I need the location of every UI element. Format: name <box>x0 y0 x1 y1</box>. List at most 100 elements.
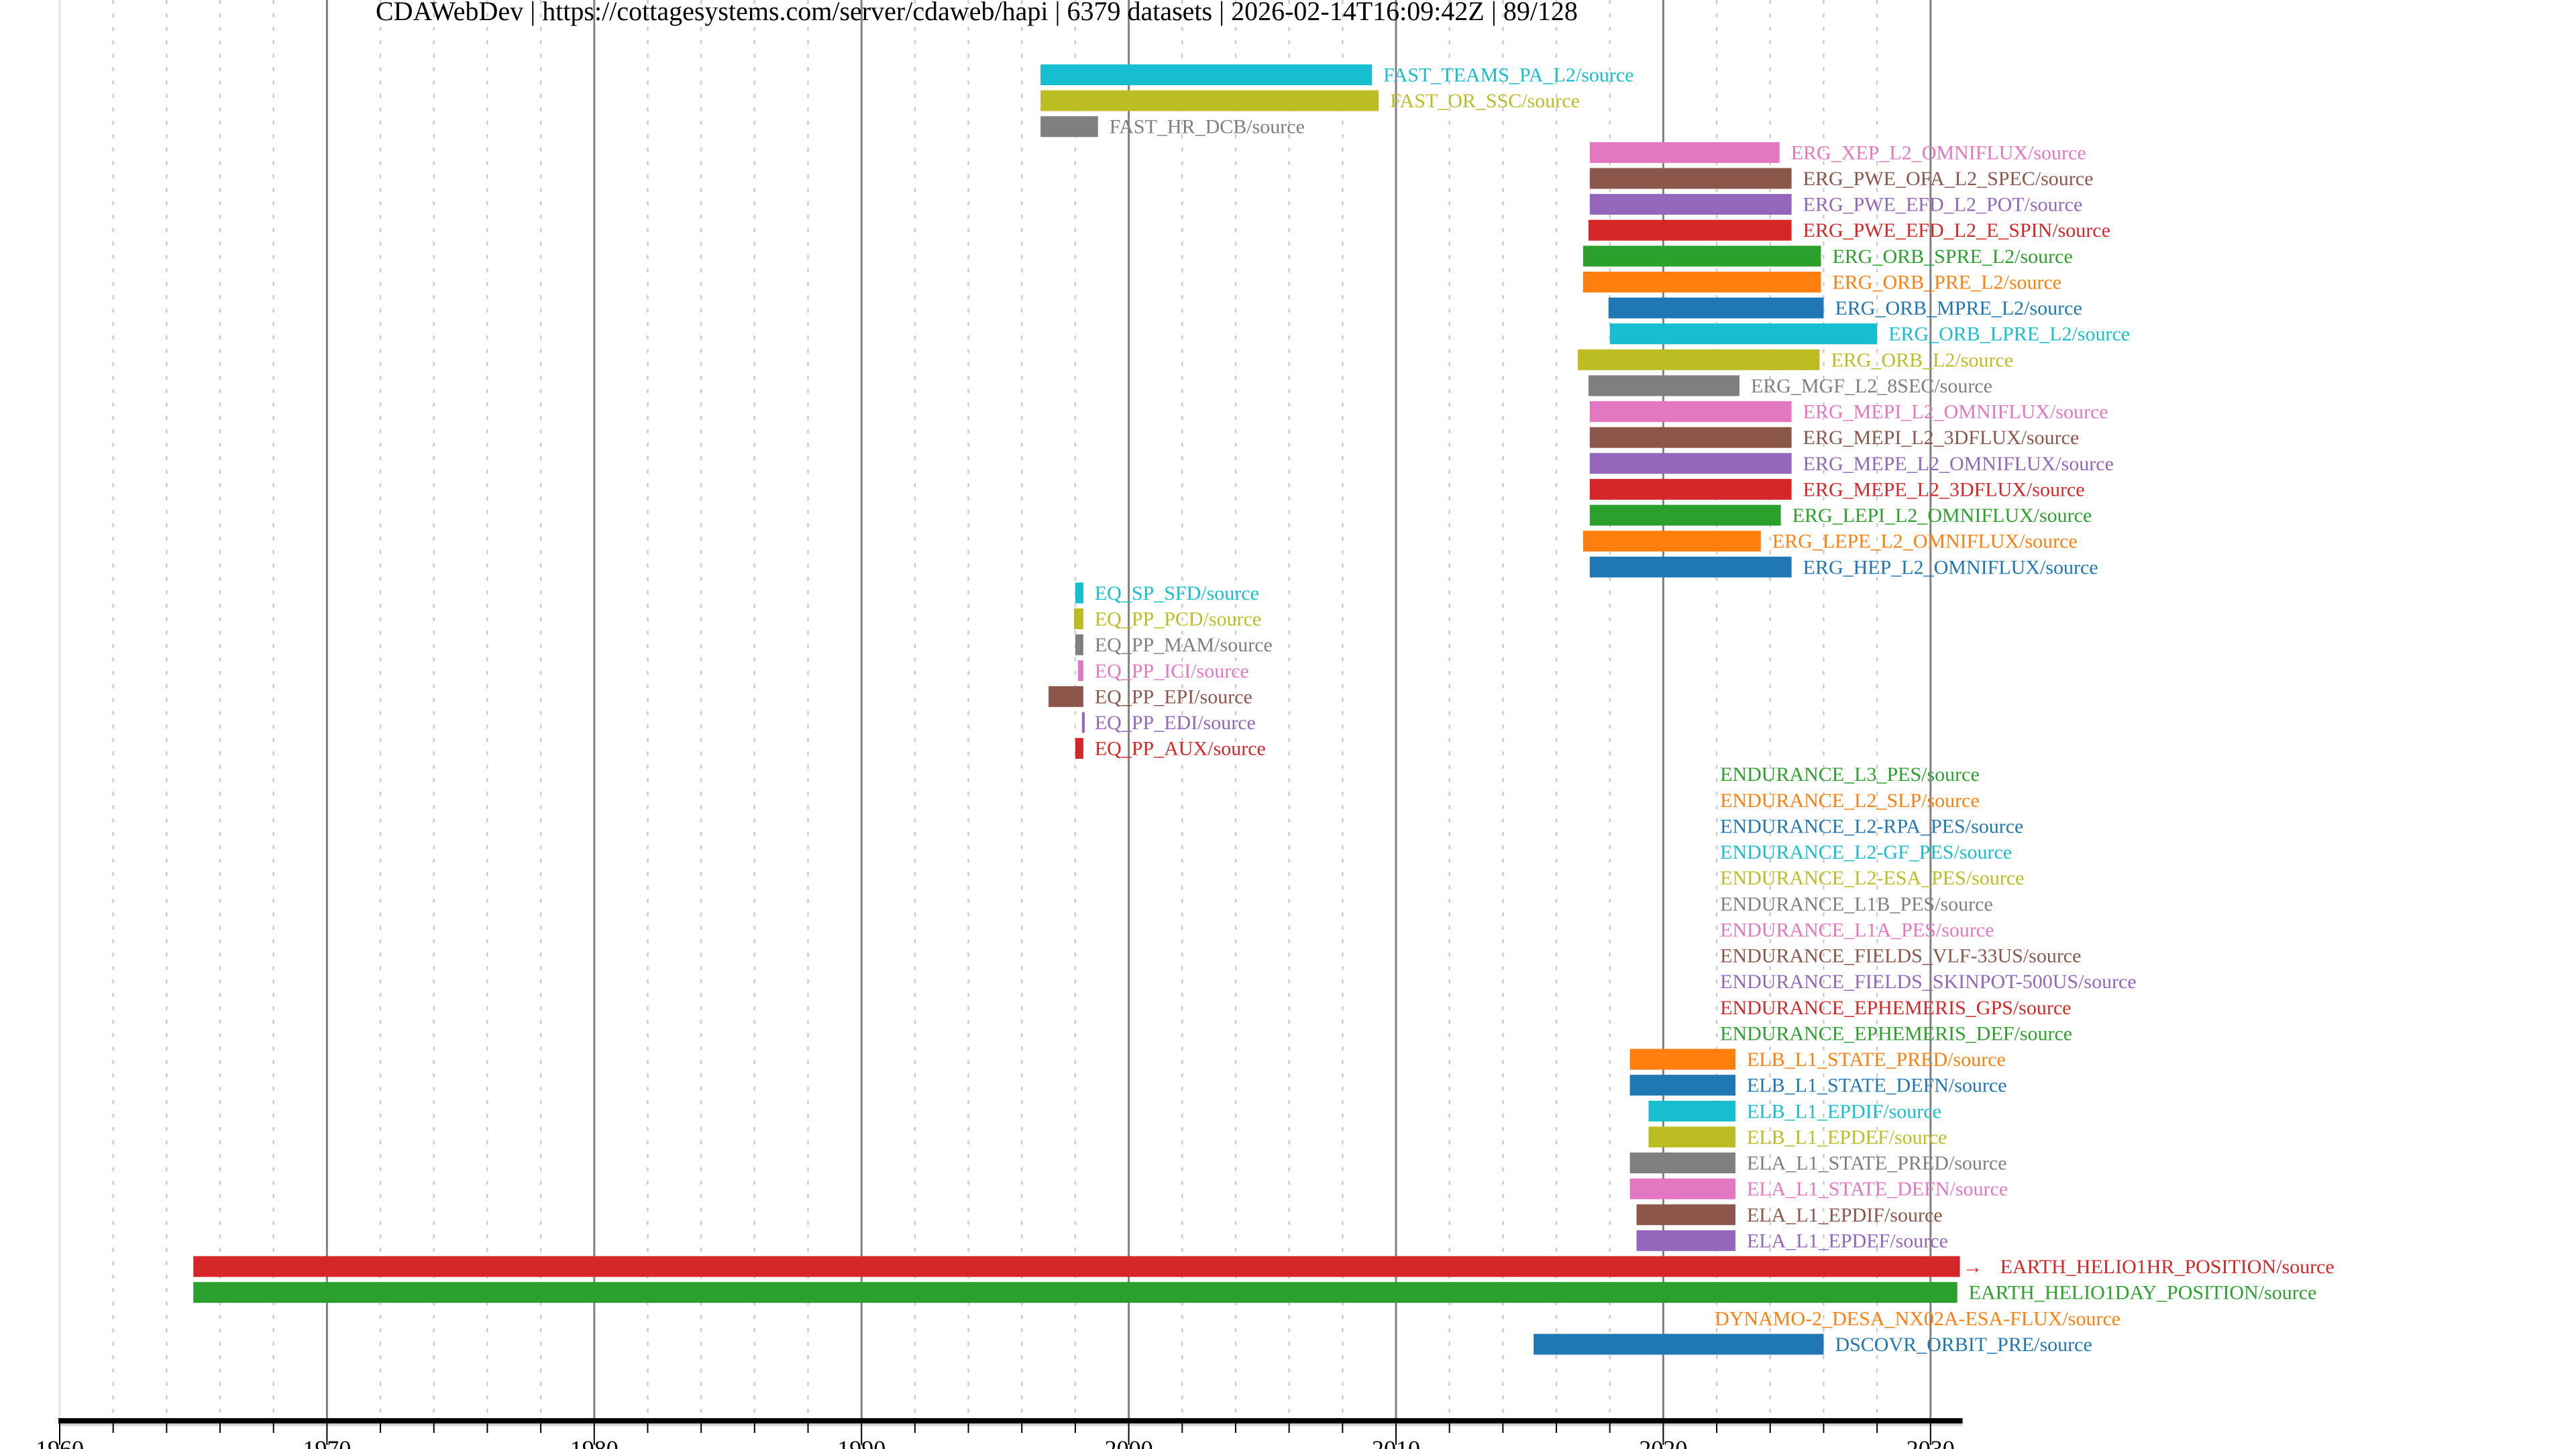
timeline-bar <box>1075 738 1083 759</box>
bar-label: ERG_MEPE_L2_OMNIFLUX/source <box>1803 453 2114 475</box>
bar-label: ERG_ORB_L2/source <box>1831 349 2013 371</box>
bar-label: ERG_PWE_EFD_L2_E_SPIN/source <box>1803 219 2110 241</box>
timeline-bar <box>1608 297 1824 319</box>
bar-label: FAST_TEAMS_PA_L2/source <box>1383 64 1633 87</box>
bar-label: FAST_OR_SSC/source <box>1390 90 1580 112</box>
timeline-bar <box>1582 271 1821 292</box>
bar-label: EQ_SP_SFD/source <box>1095 582 1259 604</box>
timeline-bar <box>1589 194 1792 215</box>
bar-label: ENDURANCE_FIELDS_SKINPOT-500US/source <box>1720 971 2137 993</box>
bar-label: EARTH_HELIO1HR_POSITION/source <box>2000 1256 2334 1278</box>
arrow-right-icon: → <box>1963 1256 1983 1278</box>
bar-label: ENDURANCE_L2_SLP/source <box>1720 790 1980 812</box>
timeline-bar <box>1077 660 1083 682</box>
timeline-bar <box>193 1282 1957 1303</box>
x-tick-label: 1960 <box>36 1436 84 1449</box>
x-axis: 1960 1970 1980 1990 2000 2010 2020 2030 <box>36 1418 1963 1449</box>
bar-label: ELA_L1_EPDEF/source <box>1747 1230 1948 1252</box>
bar-label: ERG_MGF_L2_8SEC/source <box>1751 375 1992 397</box>
timeline-bar <box>1589 453 1792 474</box>
timeline-bar <box>1629 1075 1735 1096</box>
timeline-bar <box>1049 686 1083 707</box>
timeline-bar <box>1636 1204 1735 1226</box>
timeline-bar <box>1589 142 1780 163</box>
timeline-bar <box>1589 401 1792 423</box>
timeline-bar <box>1081 712 1085 733</box>
timeline-bar <box>1636 1230 1735 1251</box>
timeline-bar <box>1629 1049 1735 1070</box>
bar-label: DSCOVR_ORBIT_PRE/source <box>1835 1334 2092 1356</box>
bar-label: ELB_L1_STATE_DEFN/source <box>1747 1075 2007 1097</box>
bar-label: EQ_PP_MAM/source <box>1095 634 1273 656</box>
timeline-bar <box>1589 168 1792 189</box>
bar-label: ENDURANCE_L1B_PES/source <box>1720 893 1993 915</box>
timeline-bar <box>1582 531 1761 552</box>
bar-label: ENDURANCE_L2-ESA_PES/source <box>1720 867 2024 890</box>
timeline-bar <box>1588 375 1739 396</box>
bar-label: ENDURANCE_EPHEMERIS_DEF/source <box>1720 1022 2072 1044</box>
bar-label: ELA_L1_STATE_PRED/source <box>1747 1152 2007 1175</box>
x-tick-label: 1970 <box>303 1436 351 1449</box>
bar-label: ENDURANCE_L3_PES/source <box>1720 763 1980 786</box>
chart-title: CDAWebDev | https://cottagesystems.com/s… <box>376 0 1578 26</box>
bar-label: EQ_PP_EDI/source <box>1095 712 1256 734</box>
x-tick-label: 2020 <box>1639 1436 1687 1449</box>
x-tick-label: 1990 <box>837 1436 885 1449</box>
timeline-bar <box>1582 246 1821 267</box>
bar-label: DYNAMO-2_DESA_NX02A-ESA-FLUX/source <box>1715 1307 2121 1330</box>
bar-label: EQ_PP_ICI/source <box>1095 660 1249 682</box>
bars: FAST_TEAMS_PA_L2/source FAST_OR_SSC/sourc… <box>193 64 2334 1356</box>
bar-label: ERG_MEPE_L2_3DFLUX/source <box>1803 478 2085 500</box>
timeline-bar <box>1589 504 1781 526</box>
bar-label: ERG_LEPE_L2_OMNIFLUX/source <box>1772 531 2078 553</box>
bar-label: ENDURANCE_L2-GF_PES/source <box>1720 841 2012 863</box>
x-tick-label: 2000 <box>1105 1436 1153 1449</box>
bar-label: ELB_L1_STATE_PRED/source <box>1747 1049 2006 1071</box>
bar-label: ENDURANCE_L1A_PES/source <box>1720 919 1994 941</box>
x-tick-label: 1980 <box>570 1436 619 1449</box>
bar-label: ERG_ORB_SPRE_L2/source <box>1832 246 2072 268</box>
timeline-bar <box>1629 1178 1735 1199</box>
timeline-bar <box>1589 556 1792 578</box>
grid <box>58 0 1932 1421</box>
x-tick-label: 2030 <box>1907 1436 1955 1449</box>
timeline-bar <box>1040 116 1098 138</box>
bar-label: EQ_PP_EPI/source <box>1095 686 1252 708</box>
bar-label: ERG_ORB_MPRE_L2/source <box>1835 297 2082 319</box>
timeline-bar <box>1075 582 1083 604</box>
bar-label: ENDURANCE_L2-RPA_PES/source <box>1720 815 2023 837</box>
bar-label: ELB_L1_EPDEF/source <box>1747 1126 1947 1148</box>
timeline-bar <box>1534 1334 1824 1355</box>
bar-label: ENDURANCE_EPHEMERIS_GPS/source <box>1720 997 2071 1019</box>
bar-label: ELA_L1_STATE_DEFN/source <box>1747 1178 2008 1200</box>
timeline-bar <box>193 1256 1960 1277</box>
bar-label: ERG_ORB_PRE_L2/source <box>1832 271 2061 293</box>
bar-label: ELB_L1_EPDIF/source <box>1747 1100 1941 1122</box>
bar-label: FAST_HR_DCB/source <box>1110 116 1305 138</box>
timeline-bar <box>1629 1152 1735 1174</box>
timeline-bar <box>1589 427 1792 448</box>
bar-label: ERG_XEP_L2_OMNIFLUX/source <box>1791 142 2086 164</box>
timeline-bar <box>1589 478 1792 500</box>
bar-label: ELA_L1_EPDIF/source <box>1747 1204 1943 1226</box>
bar-label: ERG_LEPI_L2_OMNIFLUX/source <box>1792 504 2092 527</box>
timeline-bar <box>1040 90 1379 111</box>
timeline-bar <box>1648 1126 1735 1148</box>
timeline-bar <box>1075 634 1083 655</box>
timeline-bar <box>1577 349 1820 370</box>
timeline-bar <box>1040 64 1373 85</box>
timeline-bar <box>1588 219 1792 241</box>
x-tick-label: 2010 <box>1372 1436 1420 1449</box>
timeline-bar <box>1073 608 1083 630</box>
bar-label: ERG_HEP_L2_OMNIFLUX/source <box>1803 556 2098 578</box>
timeline-bar <box>1648 1100 1735 1122</box>
bar-label: ENDURANCE_FIELDS_VLF-33US/source <box>1720 945 2081 967</box>
bar-label: EARTH_HELIO1DAY_POSITION/source <box>1969 1282 2317 1304</box>
bar-label: EQ_PP_AUX/source <box>1095 738 1266 760</box>
bar-label: ERG_PWE_EFD_L2_POT/source <box>1803 194 2083 216</box>
timeline-bar <box>1609 323 1878 345</box>
bar-label: ERG_PWE_OFA_L2_SPEC/source <box>1803 168 2094 190</box>
bar-label: ERG_MEPI_L2_3DFLUX/source <box>1803 427 2080 449</box>
bar-label: EQ_PP_PCD/source <box>1095 608 1261 631</box>
